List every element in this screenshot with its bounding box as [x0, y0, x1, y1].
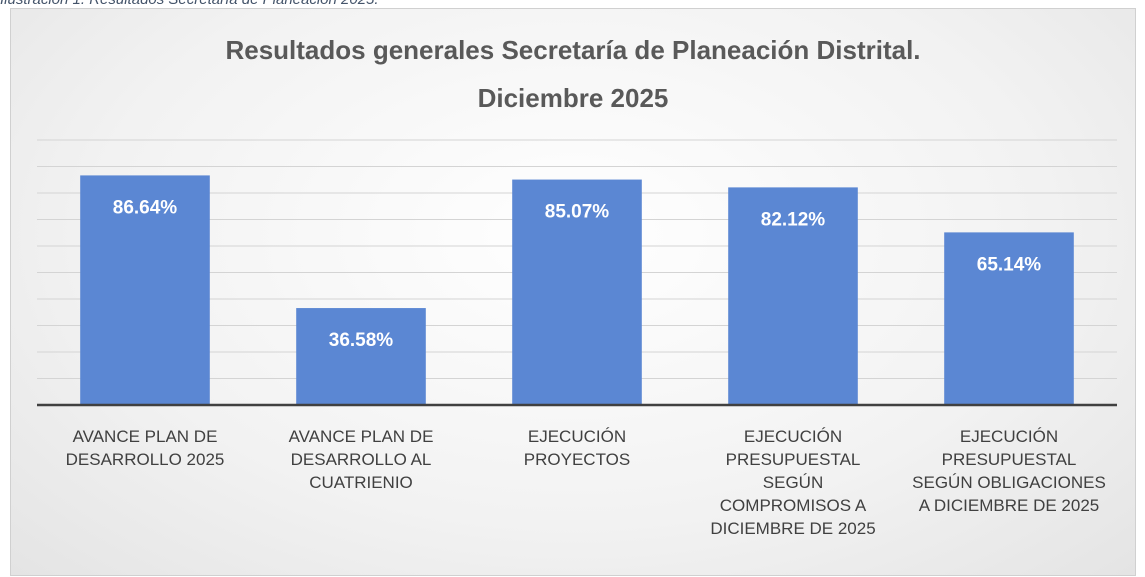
bar [944, 232, 1074, 405]
x-tick-label: AVANCE PLAN DE DESARROLLO AL CUATRIENIO [288, 427, 434, 492]
x-tick-label: EJECUCIÓN PROYECTOS [523, 427, 631, 469]
caption: Ilustración 1. Resultados Secretaría de … [0, 0, 379, 8]
data-label: 36.58% [329, 330, 394, 351]
data-label: 65.14% [977, 254, 1042, 275]
x-tick-label: AVANCE PLAN DE DESARROLLO 2025 [65, 427, 225, 469]
chart-title: Diciembre 2025 [478, 83, 669, 113]
x-tick-label: EJECUCIÓN PRESUPUESTAL SEGÚN COMPROMISOS… [710, 427, 876, 538]
bar [512, 179, 642, 405]
data-label: 82.12% [761, 209, 826, 230]
bar [296, 308, 426, 405]
data-label: 86.64% [113, 197, 178, 218]
data-label: 85.07% [545, 202, 610, 223]
bar [728, 187, 858, 405]
chart-title: Resultados generales Secretaría de Plane… [225, 35, 920, 65]
bar [80, 175, 210, 405]
x-tick-label: EJECUCIÓN PRESUPUESTAL SEGÚN OBLIGACIONE… [912, 427, 1106, 515]
